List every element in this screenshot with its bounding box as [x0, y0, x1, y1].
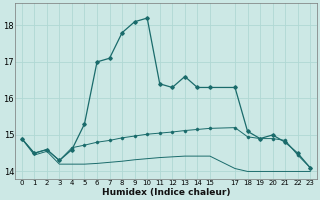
X-axis label: Humidex (Indice chaleur): Humidex (Indice chaleur): [102, 188, 230, 197]
